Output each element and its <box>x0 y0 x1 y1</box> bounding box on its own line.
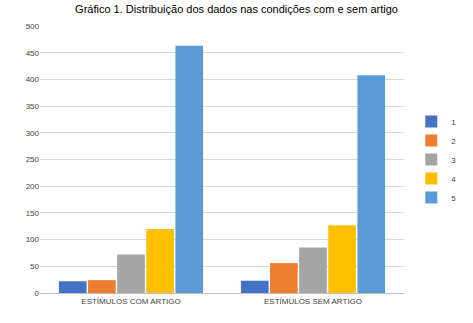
svg-text:150: 150 <box>26 209 40 218</box>
svg-text:1: 1 <box>451 118 456 127</box>
svg-text:250: 250 <box>26 155 40 164</box>
svg-text:ESTÍMULOS COM ARTIGO: ESTÍMULOS COM ARTIGO <box>81 297 180 306</box>
svg-text:350: 350 <box>26 102 40 111</box>
svg-text:500: 500 <box>26 22 40 31</box>
svg-text:3: 3 <box>451 156 456 165</box>
svg-text:5: 5 <box>451 194 456 203</box>
svg-text:Gráfico 1. Distribuição dos da: Gráfico 1. Distribuição dos dados nas co… <box>75 3 398 15</box>
svg-text:2: 2 <box>451 137 456 146</box>
svg-text:450: 450 <box>26 49 40 58</box>
svg-text:0: 0 <box>35 289 40 298</box>
svg-text:ESTÍMULOS SEM ARTIGO: ESTÍMULOS SEM ARTIGO <box>264 297 362 306</box>
svg-text:4: 4 <box>451 175 456 184</box>
svg-text:400: 400 <box>26 75 40 84</box>
svg-text:300: 300 <box>26 129 40 138</box>
svg-text:100: 100 <box>26 235 40 244</box>
svg-text:200: 200 <box>26 182 40 191</box>
svg-text:50: 50 <box>30 262 39 271</box>
